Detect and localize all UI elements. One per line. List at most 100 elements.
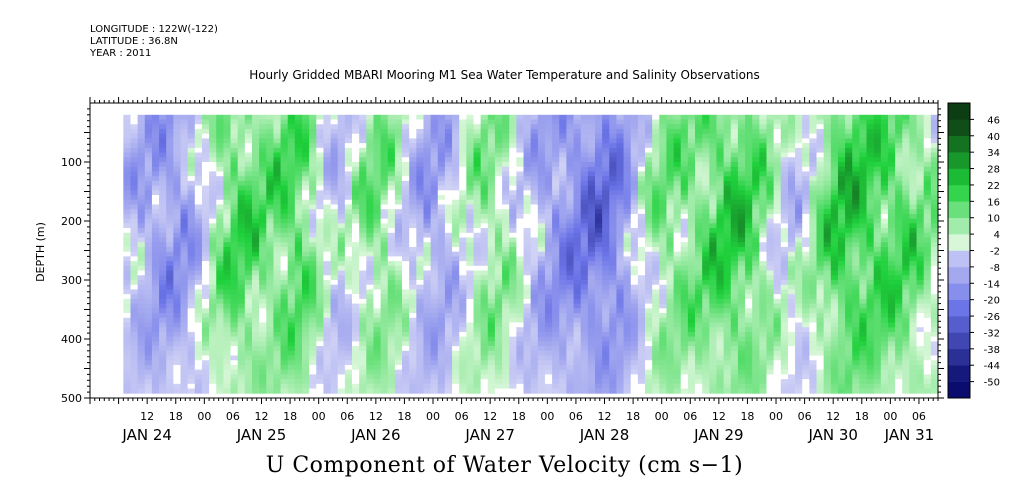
heatmap-cell xyxy=(380,369,389,375)
heatmap-cell xyxy=(166,331,174,338)
heatmap-cell xyxy=(287,313,296,319)
heatmap-cell xyxy=(702,232,710,238)
heatmap-cell xyxy=(394,209,403,215)
heatmap-cell xyxy=(659,303,667,309)
heatmap-cell xyxy=(666,284,674,290)
heatmap-cell xyxy=(159,180,167,186)
heatmap-cell xyxy=(466,143,474,149)
heatmap-cell xyxy=(280,350,289,356)
heatmap-cell xyxy=(695,379,703,385)
heatmap-cell xyxy=(394,242,403,248)
heatmap-cell xyxy=(502,185,510,191)
heatmap-cell xyxy=(123,223,131,229)
heatmap-cell xyxy=(637,364,646,371)
heatmap-cell xyxy=(473,383,482,389)
heatmap-cell xyxy=(594,133,603,139)
heatmap-cell xyxy=(344,289,353,295)
heatmap-cell xyxy=(380,313,389,319)
heatmap-cell xyxy=(502,270,510,276)
heatmap-cell xyxy=(580,246,589,253)
heatmap-cell xyxy=(559,157,567,163)
heatmap-cell xyxy=(323,256,331,262)
heatmap-cell xyxy=(659,180,667,186)
heatmap-cell xyxy=(459,124,467,130)
heatmap-cell xyxy=(366,383,374,389)
heatmap-cell xyxy=(130,228,139,234)
heatmap-cell xyxy=(652,256,660,262)
heatmap-cell xyxy=(330,242,339,248)
heatmap-cell xyxy=(552,213,560,220)
heatmap-cell xyxy=(273,176,281,182)
heatmap-cell xyxy=(695,209,703,215)
heatmap-cell xyxy=(259,341,267,347)
heatmap-cell xyxy=(552,176,560,182)
heatmap-cell xyxy=(602,327,610,333)
heatmap-cell xyxy=(487,308,496,314)
heatmap-cell xyxy=(709,317,717,323)
heatmap-cell xyxy=(416,209,424,215)
heatmap-cell xyxy=(516,204,524,210)
heatmap-cell xyxy=(273,379,281,385)
heatmap-cell xyxy=(137,114,146,120)
heatmap-cell xyxy=(359,331,367,338)
heatmap-cell xyxy=(587,195,596,201)
heatmap-cell xyxy=(480,294,489,300)
heatmap-cell xyxy=(516,237,524,243)
heatmap-cell xyxy=(337,133,346,139)
heatmap-cell xyxy=(201,275,210,281)
heatmap-cell xyxy=(473,317,482,323)
heatmap-cell xyxy=(487,346,496,352)
heatmap-cell xyxy=(687,209,696,215)
heatmap-cell xyxy=(344,114,353,120)
heatmap-cell xyxy=(537,133,546,139)
heatmap-cell xyxy=(330,232,339,238)
heatmap-cell xyxy=(602,388,610,394)
heatmap-cell xyxy=(423,327,432,333)
heatmap-cell xyxy=(394,180,403,186)
heatmap-cell xyxy=(201,374,210,380)
heatmap-cell xyxy=(294,341,303,347)
heatmap-cell xyxy=(716,265,725,271)
heatmap-cell xyxy=(709,171,717,177)
heatmap-cell xyxy=(330,317,339,323)
heatmap-cell xyxy=(630,298,639,304)
heatmap-cell xyxy=(637,223,646,229)
heatmap-cell xyxy=(487,313,496,319)
heatmap-cell xyxy=(223,256,231,262)
heatmap-cell xyxy=(344,369,353,375)
heatmap-cell xyxy=(409,228,417,234)
heatmap-cell xyxy=(523,369,532,375)
heatmap-cell xyxy=(509,223,517,229)
heatmap-cell xyxy=(137,336,146,342)
heatmap-cell xyxy=(537,157,546,163)
heatmap-cell xyxy=(316,317,324,323)
heatmap-cell xyxy=(380,246,389,253)
heatmap-cell xyxy=(630,223,639,229)
heatmap-cell xyxy=(294,218,303,224)
heatmap-cell xyxy=(509,176,517,182)
heatmap-cell xyxy=(259,350,267,356)
heatmap-cell xyxy=(359,275,367,281)
heatmap-cell xyxy=(466,166,474,172)
heatmap-cell xyxy=(302,176,310,182)
heatmap-cell xyxy=(316,171,324,177)
heatmap-cell xyxy=(659,265,667,271)
heatmap-cell xyxy=(687,355,696,361)
heatmap-cell xyxy=(273,364,281,371)
heatmap-cell xyxy=(537,369,546,375)
heatmap-cell xyxy=(159,128,167,135)
heatmap-cell xyxy=(630,388,639,394)
heatmap-cell xyxy=(223,204,231,210)
heatmap-cell xyxy=(544,242,553,248)
heatmap-cell xyxy=(716,317,725,323)
heatmap-cell xyxy=(723,128,732,135)
heatmap-cell xyxy=(537,256,546,262)
heatmap-cell xyxy=(416,374,424,380)
heatmap-cell xyxy=(209,265,217,271)
heatmap-cell xyxy=(344,270,353,276)
heatmap-cell xyxy=(323,388,331,394)
heatmap-cell xyxy=(480,237,489,243)
heatmap-cell xyxy=(159,336,167,342)
heatmap-cell xyxy=(201,341,210,347)
heatmap-cell xyxy=(645,133,653,139)
